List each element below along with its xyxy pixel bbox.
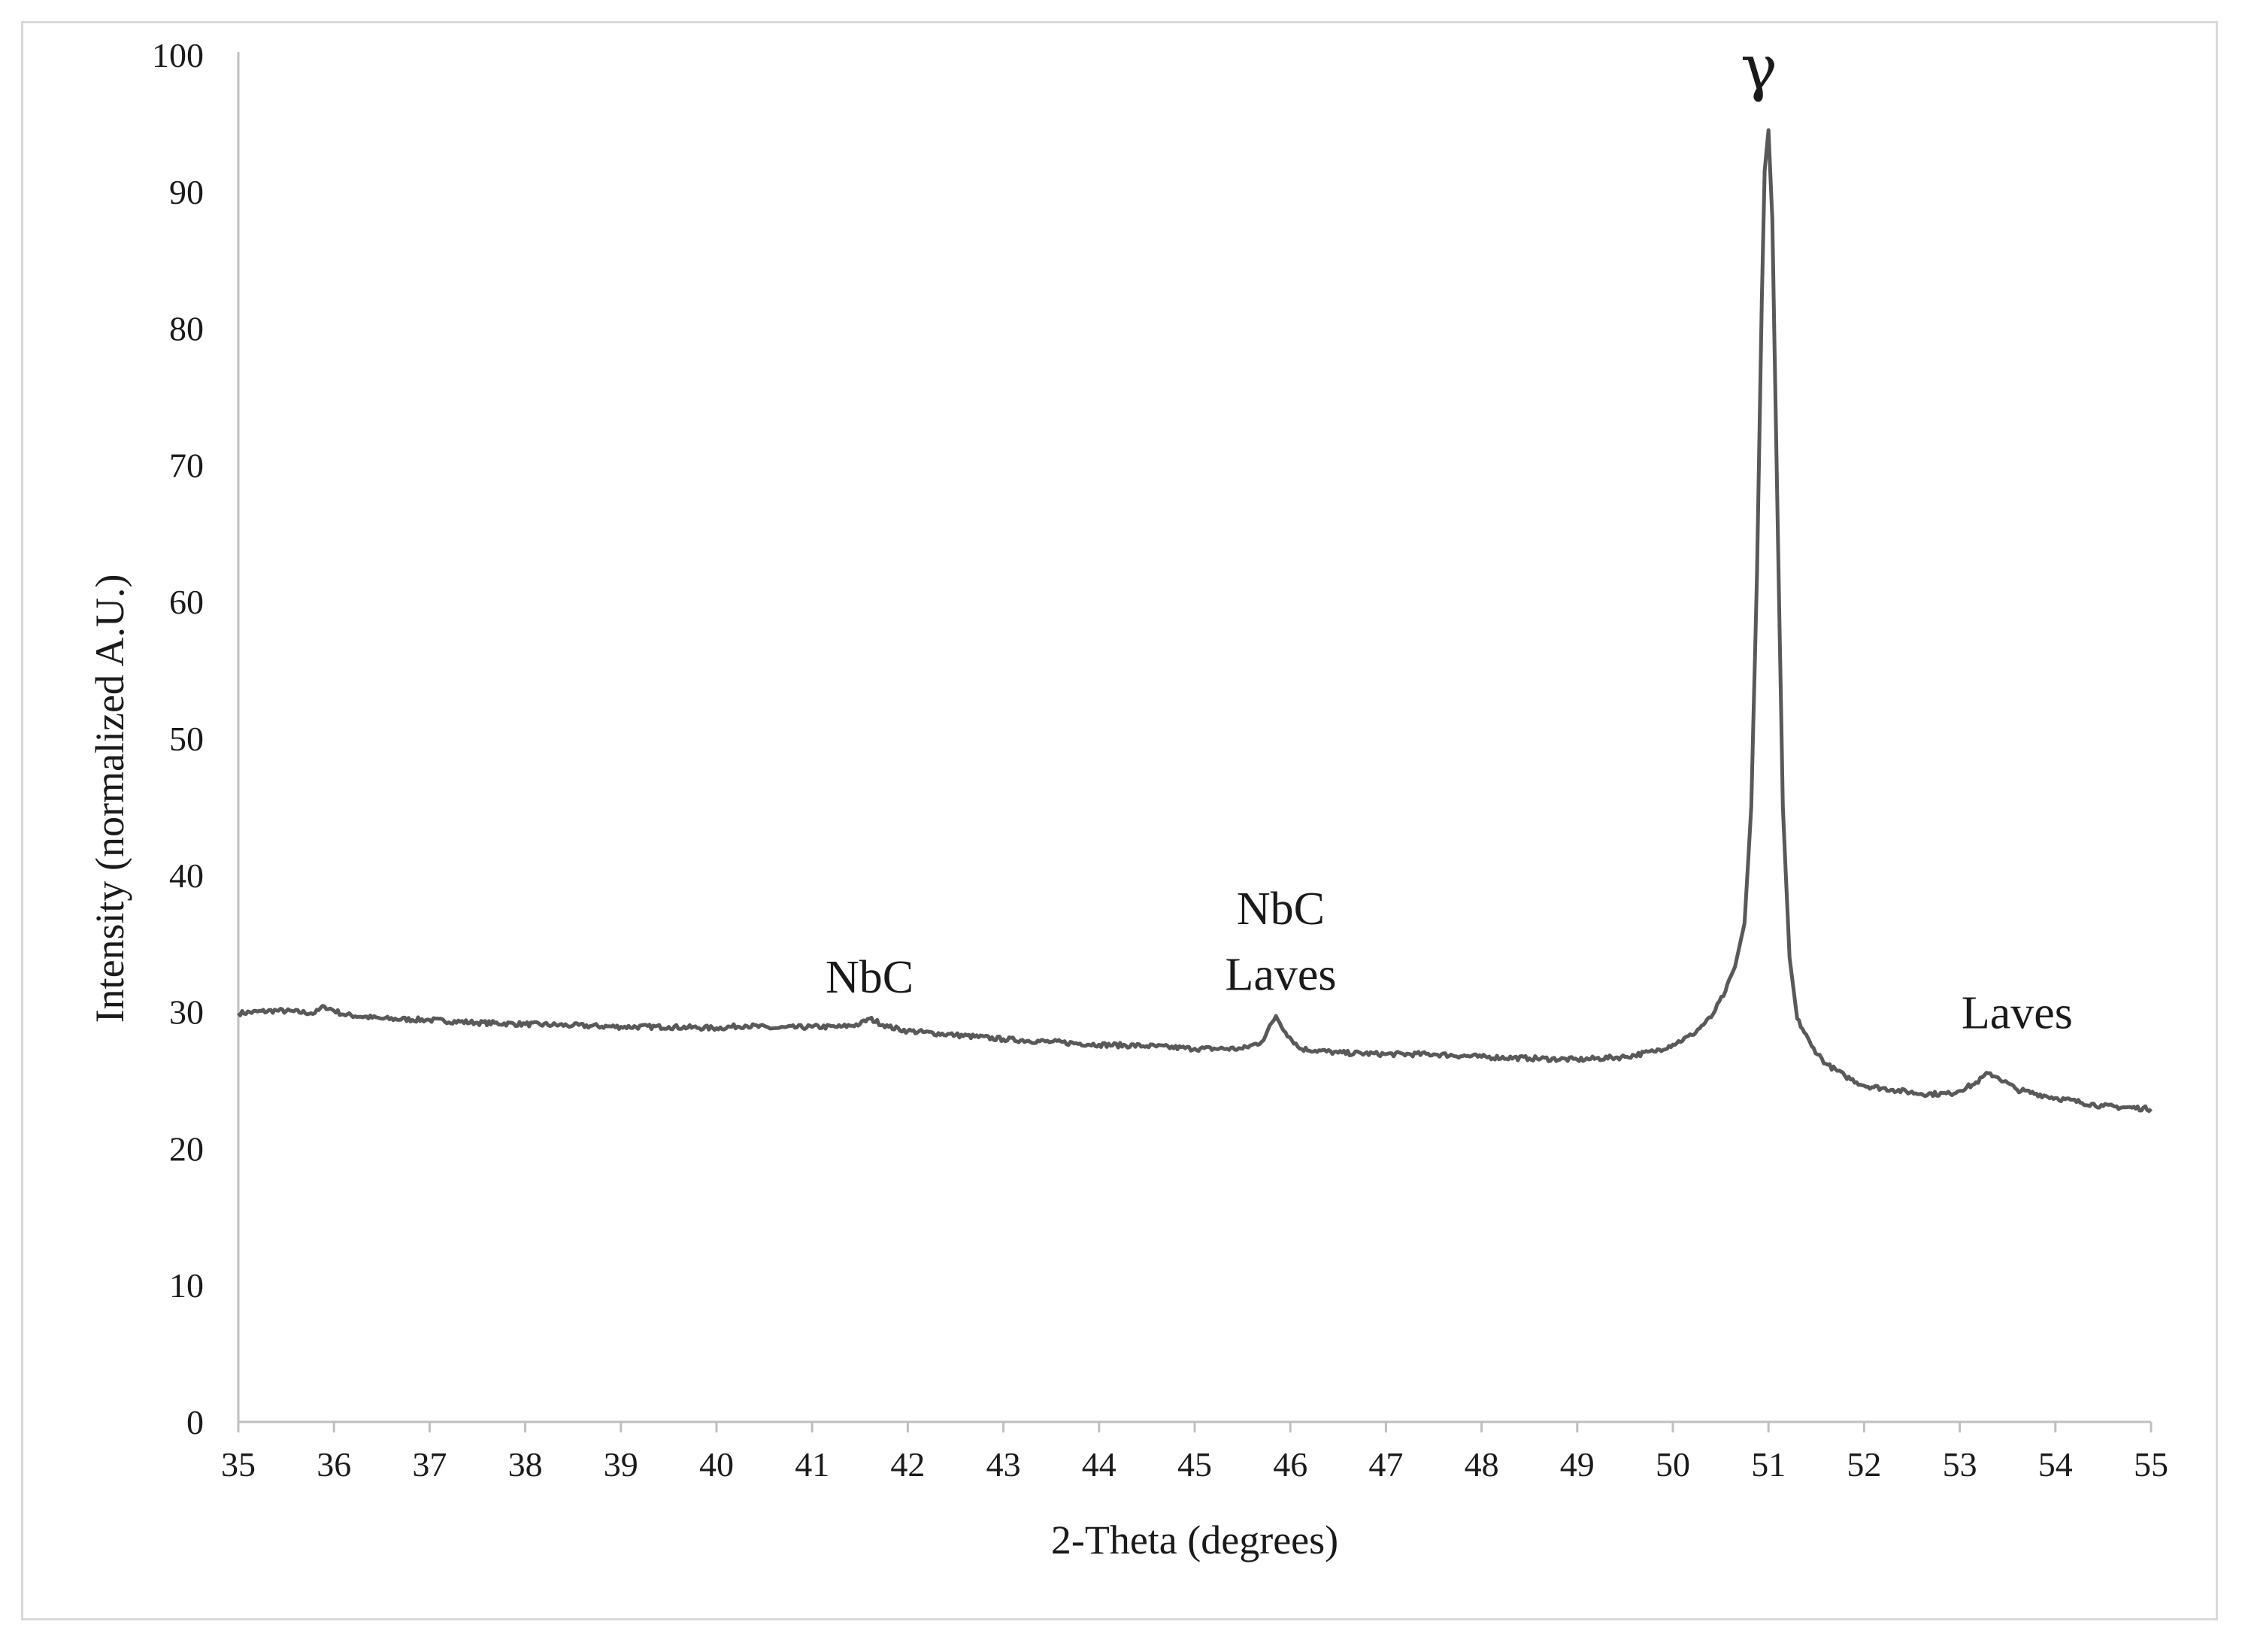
x-tick-label: 54 <box>2038 1445 2073 1484</box>
peak-label: NbC <box>826 952 913 1003</box>
y-tick-label: 50 <box>169 720 204 758</box>
peak-label: Laves <box>1225 950 1336 1001</box>
x-tick-label: 39 <box>604 1445 638 1484</box>
plot-area: 0 10 20 30 40 50 60 70 80 90 100 35 36 37 38 39 40 41 42 4… <box>152 32 2168 1484</box>
x-tick-label: 53 <box>1943 1445 1977 1484</box>
y-tick-label: 0 <box>186 1403 204 1441</box>
x-tick-marks <box>237 1422 2153 1432</box>
x-tick-label: 50 <box>1656 1445 1690 1484</box>
x-tick-label: 47 <box>1368 1445 1403 1484</box>
y-tick-label: 80 <box>169 310 204 348</box>
x-tick-label: 55 <box>2134 1445 2168 1484</box>
xrd-chart: 0 10 20 30 40 50 60 70 80 90 100 35 36 37 38 39 40 41 42 4… <box>87 32 2168 1563</box>
x-tick-label: 52 <box>1847 1445 1881 1484</box>
x-tick-label: 45 <box>1177 1445 1212 1484</box>
x-axis-title: 2-Theta (degrees) <box>1051 1517 1338 1563</box>
y-axis-title: Intensity (normalized A.U.) <box>87 574 132 1023</box>
y-tick-labels: 0 10 20 30 40 50 60 70 80 90 100 <box>152 36 204 1441</box>
x-tick-label: 42 <box>890 1445 925 1484</box>
x-tick-label: 48 <box>1465 1445 1499 1484</box>
peak-label: γ <box>1741 32 1777 104</box>
x-tick-labels: 35 36 37 38 39 40 41 42 43 44 45 46 47 48 49 50 51 52 53 54… <box>221 1445 2168 1484</box>
x-tick-label: 49 <box>1560 1445 1595 1484</box>
x-tick-label: 36 <box>317 1445 351 1484</box>
x-tick-label: 51 <box>1751 1445 1786 1484</box>
y-tick-label: 20 <box>169 1129 204 1168</box>
peak-annotations: NbC NbC Laves γ Laves <box>826 32 2073 1038</box>
peak-label: Laves <box>1962 987 2073 1038</box>
series-line-intensity <box>237 128 2153 1114</box>
x-tick-label: 38 <box>508 1445 543 1484</box>
y-tick-label: 70 <box>169 446 204 484</box>
y-tick-label: 30 <box>169 993 204 1032</box>
x-tick-label: 46 <box>1273 1445 1307 1484</box>
x-tick-label: 41 <box>795 1445 829 1484</box>
x-tick-label: 44 <box>1082 1445 1116 1484</box>
y-tick-label: 100 <box>152 36 204 74</box>
y-tick-label: 40 <box>169 856 204 895</box>
y-tick-label: 60 <box>169 583 204 621</box>
y-tick-label: 10 <box>169 1266 204 1305</box>
y-tick-label: 90 <box>169 173 204 211</box>
peak-label: NbC <box>1237 884 1325 935</box>
chart-frame: 0 10 20 30 40 50 60 70 80 90 100 35 36 37 38 39 40 41 42 4… <box>21 21 2218 1620</box>
x-tick-label: 40 <box>699 1445 734 1484</box>
x-tick-label: 35 <box>221 1445 256 1484</box>
x-tick-label: 37 <box>412 1445 447 1484</box>
x-tick-label: 43 <box>986 1445 1021 1484</box>
